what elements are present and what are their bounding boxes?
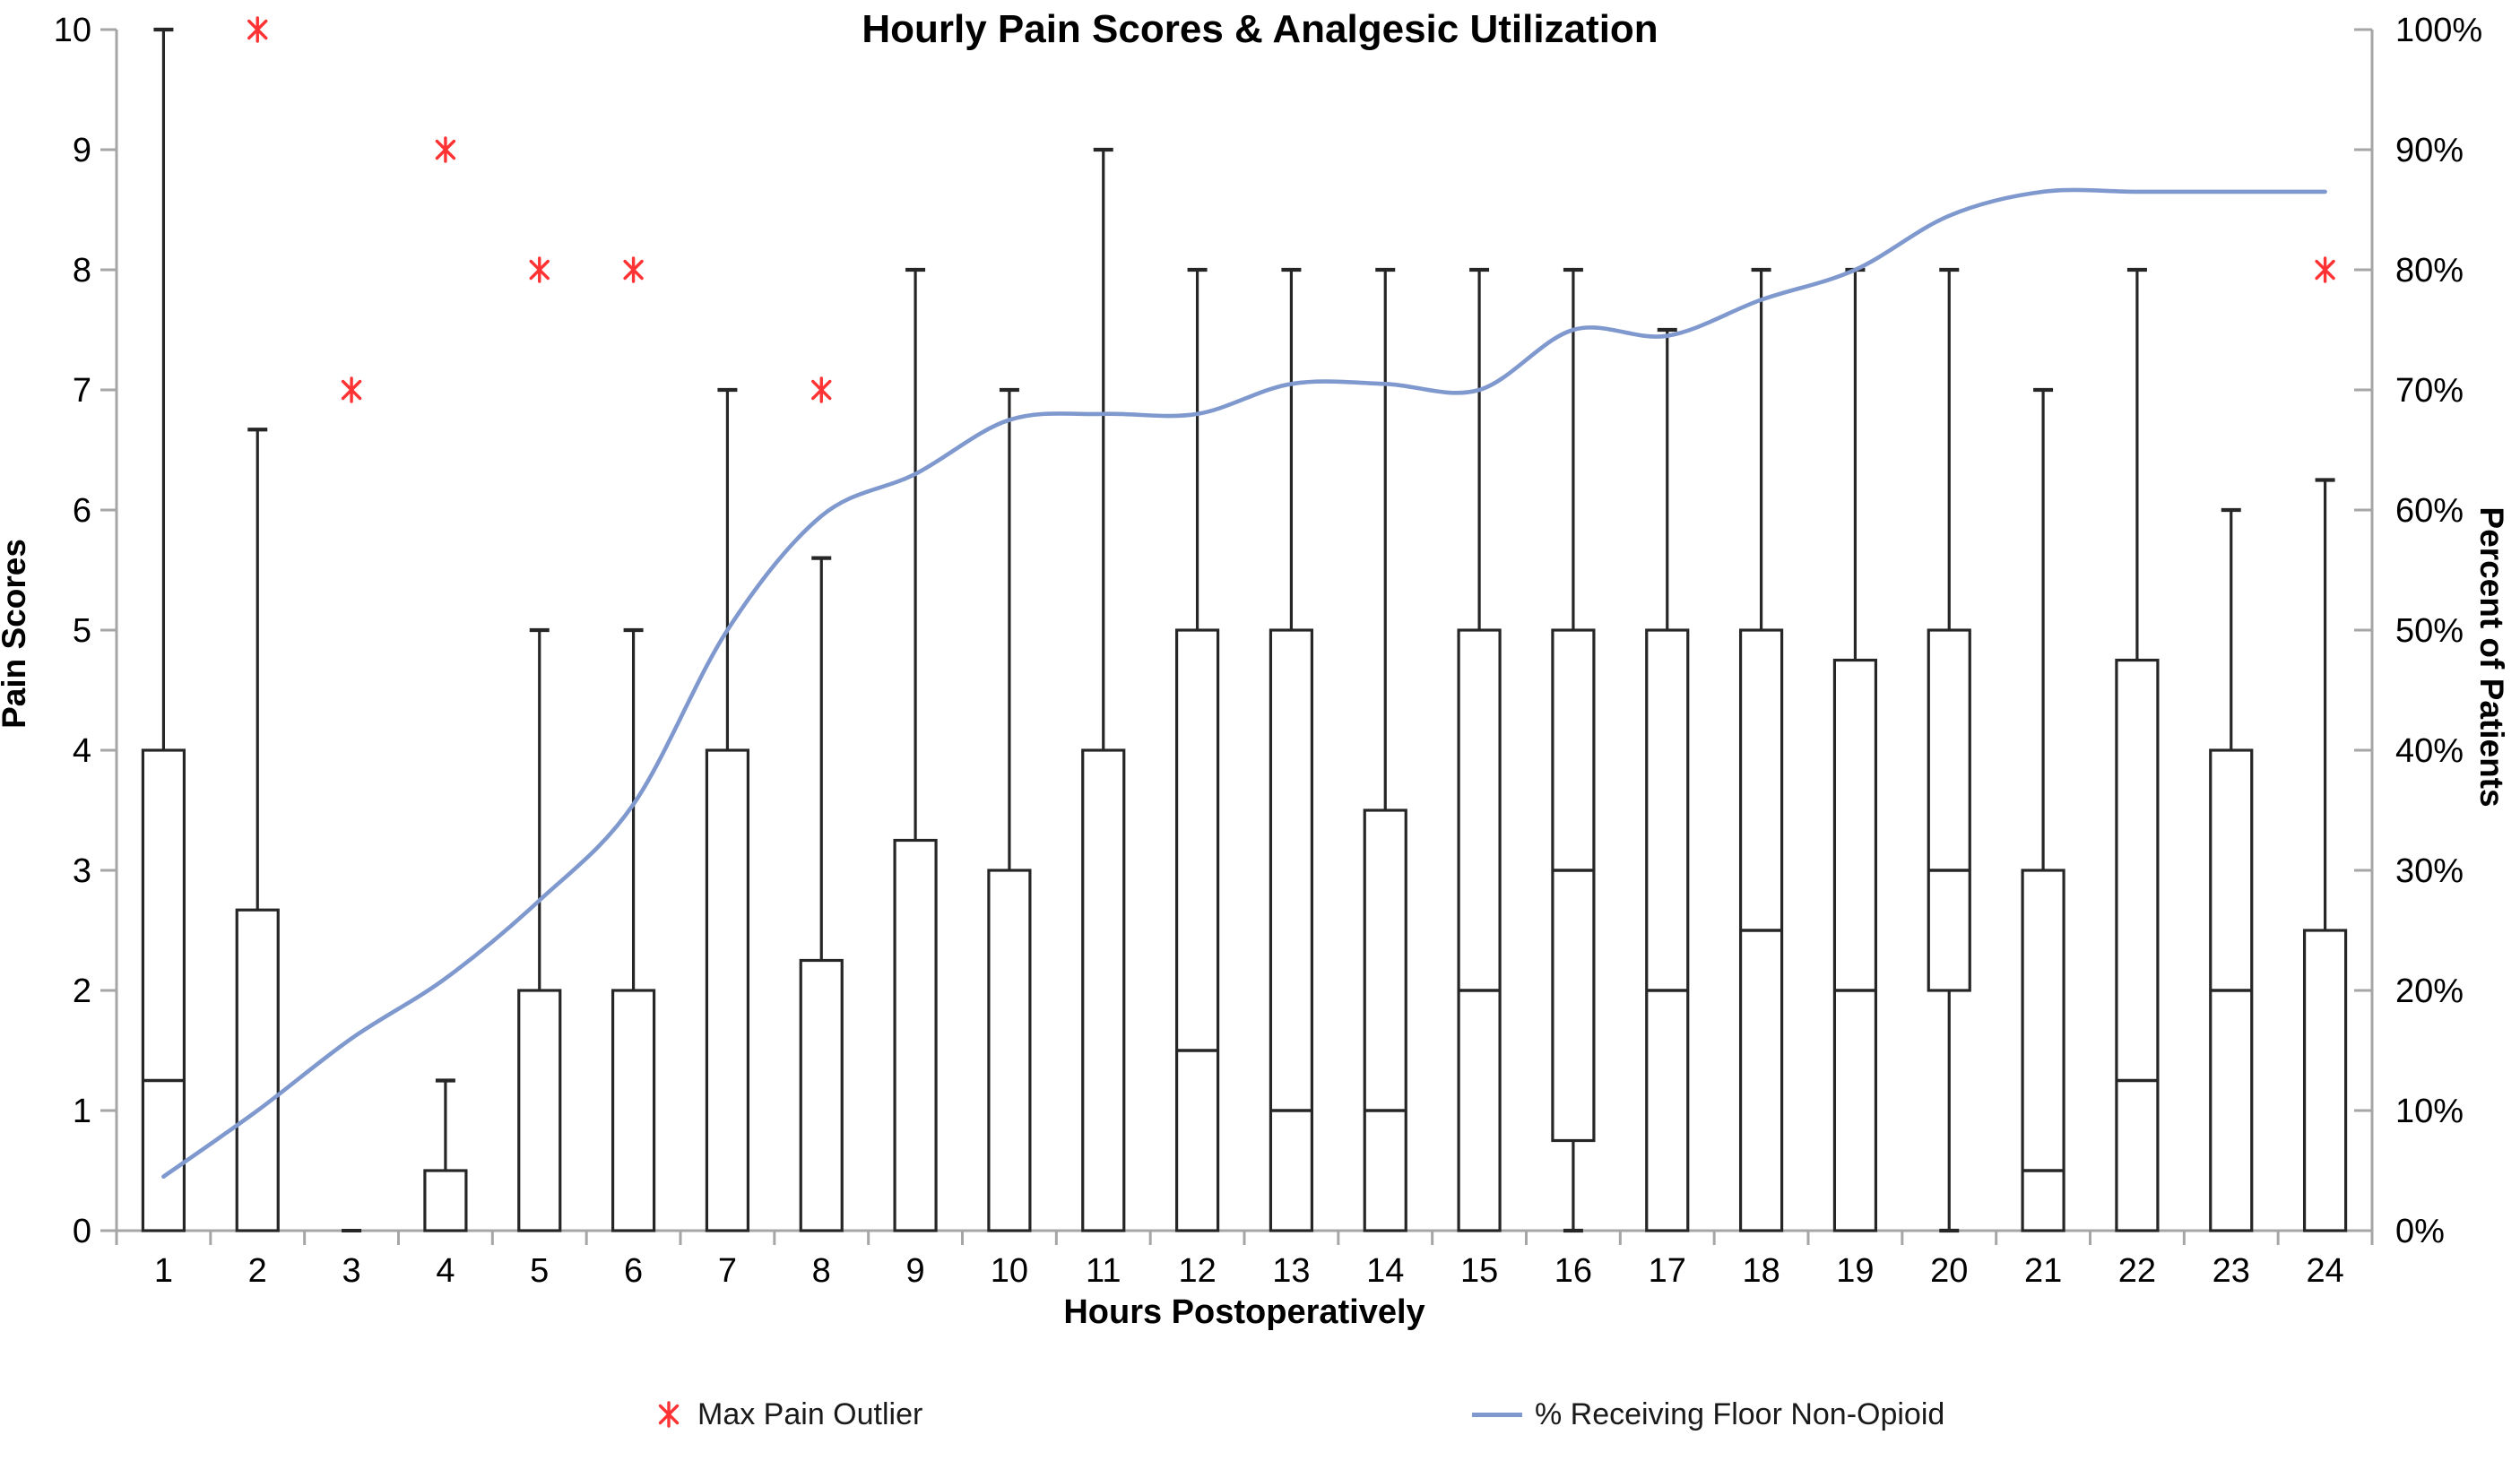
box-hour-4 xyxy=(423,1169,468,1232)
outlier-marker-hour-24 xyxy=(2315,256,2335,283)
x-axis-category-label: 4 xyxy=(436,1252,455,1290)
box-hour-17 xyxy=(1645,628,1690,1232)
x-axis-category-label: 23 xyxy=(2213,1252,2250,1290)
right-axis-tick-label: 40% xyxy=(2395,732,2464,770)
x-axis-category-label: 19 xyxy=(1836,1252,1874,1290)
outlier-marker-stroke xyxy=(435,139,456,160)
box-hour-21 xyxy=(2021,869,2065,1232)
outlier-marker-hour-4 xyxy=(435,136,456,163)
x-axis-title: Hours Postoperatively xyxy=(1063,1293,1425,1331)
left-axis-tick-label: 5 xyxy=(73,612,91,650)
legend-label-trend: % Receiving Floor Non-Opioid xyxy=(1535,1396,1945,1431)
chart-title: Hourly Pain Scores & Analgesic Utilizati… xyxy=(862,7,1658,51)
x-axis-category-label: 13 xyxy=(1272,1252,1310,1290)
x-axis-category-label: 7 xyxy=(718,1252,737,1290)
legend-item-trend: % Receiving Floor Non-Opioid xyxy=(1472,1388,1944,1441)
x-axis-category-label: 22 xyxy=(2118,1252,2156,1290)
x-axis-category-label: 8 xyxy=(812,1252,831,1290)
box-hour-19 xyxy=(1832,658,1878,1232)
box-hour-20 xyxy=(1927,628,1971,992)
left-axis-tick-label: 10 xyxy=(54,12,91,49)
left-axis-tick-label: 0 xyxy=(73,1213,91,1250)
right-axis-tick-label: 70% xyxy=(2395,372,2464,410)
x-axis-category-label: 12 xyxy=(1178,1252,1216,1290)
asterisk-marker-icon xyxy=(658,1401,680,1428)
trend-line xyxy=(161,187,2327,1179)
outlier-marker-stroke xyxy=(341,379,362,401)
outlier-marker-hour-6 xyxy=(623,256,644,283)
outlier-marker-stroke xyxy=(623,259,644,281)
right-axis-tick-label: 20% xyxy=(2395,973,2464,1010)
outlier-marker-stroke xyxy=(247,19,268,40)
right-axis-tick-label: 50% xyxy=(2395,612,2464,650)
right-axis-tick-label: 10% xyxy=(2395,1093,2464,1130)
x-axis-category-label: 10 xyxy=(991,1252,1028,1290)
x-axis-category-label: 3 xyxy=(342,1252,361,1290)
left-axis-tick-label: 9 xyxy=(73,132,91,169)
box-hour-12 xyxy=(1174,628,1220,1232)
box-hour-7 xyxy=(705,748,750,1232)
left-axis-title: Pain Scores xyxy=(0,539,32,729)
x-axis-category-label: 6 xyxy=(624,1252,643,1290)
x-axis-category-label: 2 xyxy=(248,1252,267,1290)
outlier-marker-hour-2 xyxy=(247,16,268,43)
x-axis-category-label: 9 xyxy=(906,1252,925,1290)
right-axis-tick-label: 100% xyxy=(2395,12,2482,49)
left-axis-tick-label: 2 xyxy=(73,973,91,1010)
left-axis-tick-label: 3 xyxy=(73,852,91,890)
box-hour-2 xyxy=(235,908,280,1232)
left-axis-tick-label: 6 xyxy=(73,492,91,530)
box-hour-14 xyxy=(1363,808,1407,1232)
x-axis-category-label: 1 xyxy=(154,1252,173,1290)
box-hour-16 xyxy=(1551,628,1596,1143)
x-axis-category-label: 21 xyxy=(2024,1252,2062,1290)
box-hour-10 xyxy=(987,869,1032,1232)
right-axis-title: Percent of Patients xyxy=(2473,506,2510,808)
legend: Max Pain Outlier % Receiving Floor Non-O… xyxy=(0,1388,2520,1441)
x-axis-category-label: 20 xyxy=(1930,1252,1968,1290)
outlier-marker-stroke xyxy=(2315,259,2335,281)
x-axis-category-label: 16 xyxy=(1554,1252,1592,1290)
outlier-marker-stroke xyxy=(529,259,550,281)
right-axis-tick-label: 60% xyxy=(2395,492,2464,530)
outlier-marker-hour-8 xyxy=(811,376,832,403)
box-hour-1 xyxy=(141,748,186,1232)
box-hour-6 xyxy=(611,989,656,1232)
x-axis-category-label: 11 xyxy=(1086,1252,1121,1290)
box-hour-11 xyxy=(1081,748,1126,1232)
left-axis-tick-label: 1 xyxy=(73,1093,91,1130)
box-hour-8 xyxy=(799,958,844,1232)
x-axis-category-label: 5 xyxy=(530,1252,549,1290)
outlier-marker-hour-3 xyxy=(341,376,362,403)
box-hour-5 xyxy=(517,989,562,1232)
box-hour-13 xyxy=(1269,628,1314,1232)
right-axis-tick-label: 80% xyxy=(2395,252,2464,290)
box-hour-24 xyxy=(2302,929,2348,1232)
x-axis-category-label: 17 xyxy=(1649,1252,1686,1290)
x-axis-category-label: 24 xyxy=(2306,1252,2343,1290)
right-axis-tick-label: 0% xyxy=(2395,1213,2445,1250)
x-axis-category-label: 18 xyxy=(1742,1252,1780,1290)
outlier-marker-hour-5 xyxy=(529,256,550,283)
box-hour-15 xyxy=(1457,628,1502,1232)
left-axis-tick-label: 8 xyxy=(73,252,91,290)
box-hour-9 xyxy=(893,838,938,1232)
legend-label-outlier: Max Pain Outlier xyxy=(697,1396,923,1431)
legend-item-outlier: Max Pain Outlier xyxy=(653,1388,922,1441)
line-marker-icon xyxy=(1472,1412,1522,1417)
right-axis-tick-label: 90% xyxy=(2395,132,2464,169)
left-axis-tick-label: 4 xyxy=(73,732,91,770)
left-axis-tick-label: 7 xyxy=(73,372,91,410)
x-axis-category-label: 15 xyxy=(1460,1252,1498,1290)
outlier-marker-stroke xyxy=(811,379,832,401)
x-axis-category-label: 14 xyxy=(1366,1252,1404,1290)
box-hour-22 xyxy=(2115,658,2160,1232)
right-axis-tick-label: 30% xyxy=(2395,852,2464,890)
